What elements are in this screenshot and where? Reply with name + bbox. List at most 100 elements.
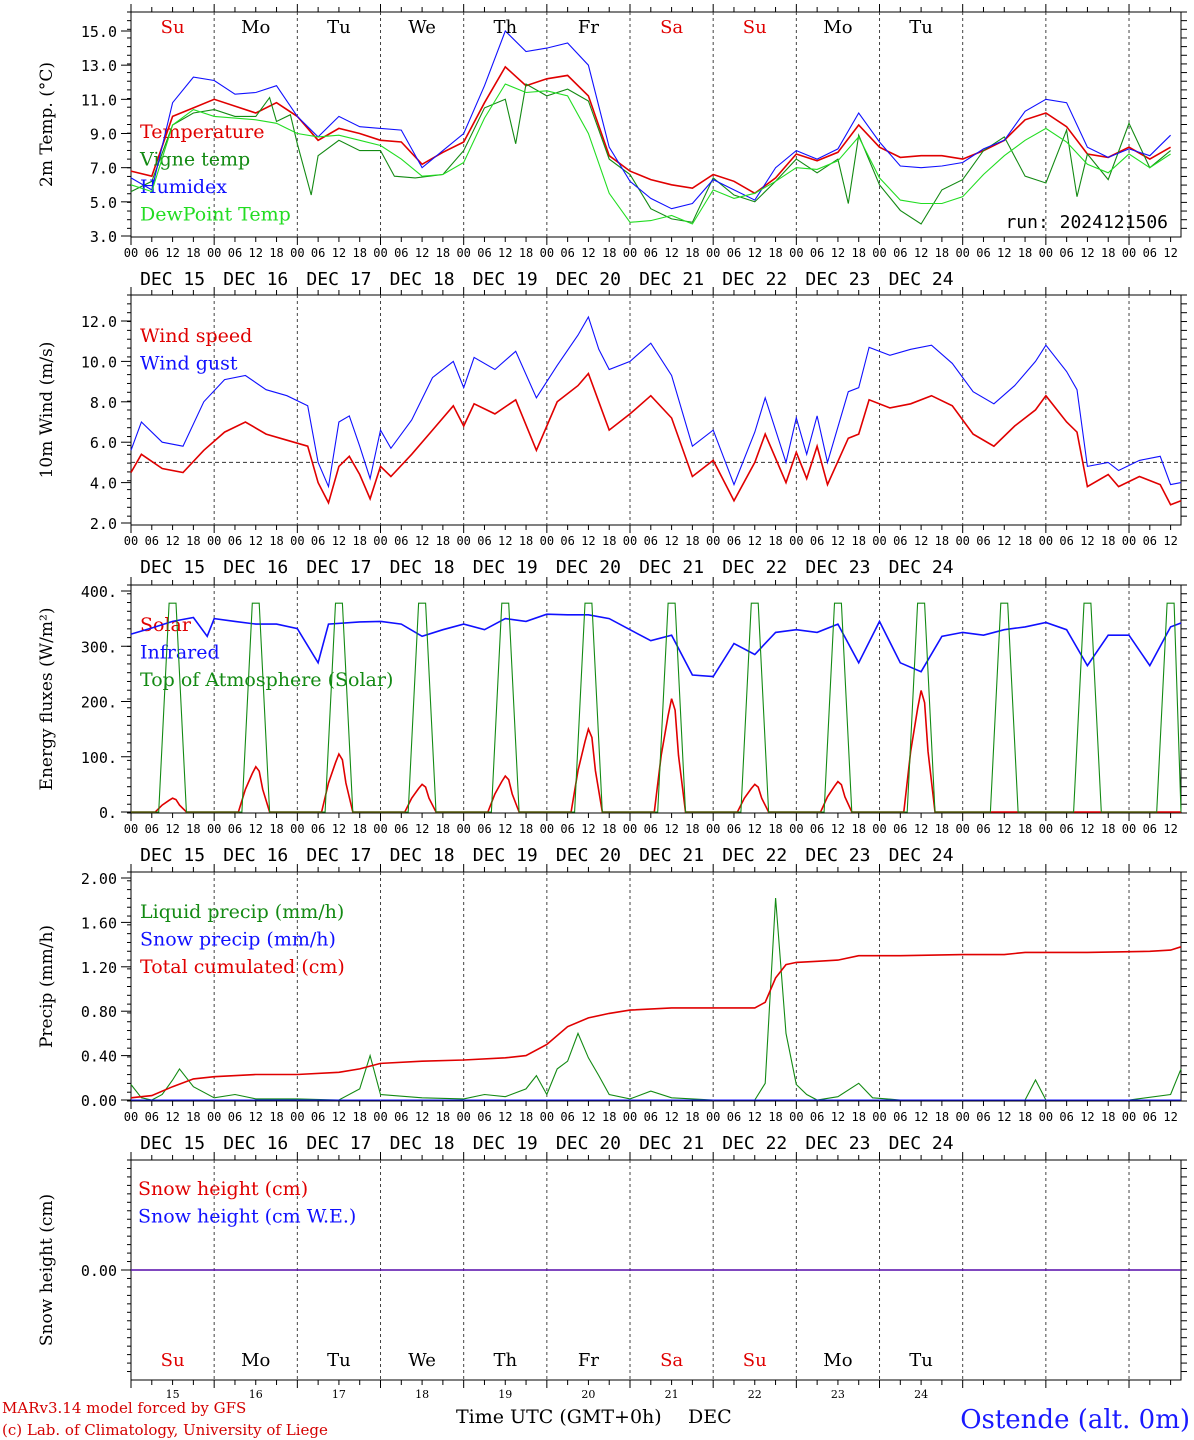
hour-tick-label: 06 bbox=[810, 1110, 824, 1124]
hour-tick-label: 12 bbox=[914, 822, 928, 836]
series-energy-0 bbox=[131, 690, 1181, 813]
hour-tick-label: 06 bbox=[477, 534, 491, 548]
hour-tick-label: 18 bbox=[269, 246, 283, 260]
hour-tick-label: 12 bbox=[415, 1110, 429, 1124]
date-label: DEC 23 bbox=[805, 269, 870, 290]
hour-tick-label: 00 bbox=[706, 246, 720, 260]
hour-tick-label: 12 bbox=[165, 534, 179, 548]
hour-tick-label: 00 bbox=[1122, 534, 1136, 548]
hour-tick-label: 12 bbox=[748, 1110, 762, 1124]
series-temperature-1 bbox=[130, 83, 1171, 225]
date-label: DEC 20 bbox=[556, 1133, 621, 1154]
hour-tick-label: 18 bbox=[768, 822, 782, 836]
hour-tick-label: 00 bbox=[290, 246, 304, 260]
day-label: Mo bbox=[241, 17, 270, 38]
hour-tick-label: 00 bbox=[124, 534, 138, 548]
series-energy-1 bbox=[130, 613, 1182, 678]
hour-tick-label: 06 bbox=[394, 246, 408, 260]
date-label: DEC 15 bbox=[140, 557, 205, 578]
date-label: DEC 15 bbox=[140, 845, 205, 866]
hour-tick-label: 00 bbox=[124, 246, 138, 260]
hour-tick-label: 00 bbox=[373, 1110, 387, 1124]
hour-tick-label: 00 bbox=[789, 534, 803, 548]
legend-entry: Wind gust bbox=[140, 353, 238, 375]
hour-tick-label: 18 bbox=[269, 1110, 283, 1124]
hour-tick-label: 18 bbox=[519, 822, 533, 836]
day-label: Th bbox=[493, 1350, 517, 1371]
day-label: Mo bbox=[823, 1350, 852, 1371]
hour-tick-label: 06 bbox=[893, 534, 907, 548]
station-name: Ostende (alt. 0m) bbox=[960, 1405, 1190, 1435]
date-label: DEC 16 bbox=[223, 269, 288, 290]
hour-tick-label: 12 bbox=[831, 1110, 845, 1124]
hour-tick-label: 18 bbox=[768, 246, 782, 260]
hour-tick-label: 00 bbox=[124, 822, 138, 836]
legend-entry: DewPoint Temp bbox=[140, 204, 291, 226]
day-label: Mo bbox=[241, 1350, 270, 1371]
y-tick-label: 11.0 bbox=[81, 91, 117, 109]
hour-tick-label: 12 bbox=[914, 1110, 928, 1124]
y-axis-label: Precip (mm/h) bbox=[37, 925, 57, 1048]
hour-tick-label: 06 bbox=[976, 534, 990, 548]
hour-tick-label: 12 bbox=[165, 1110, 179, 1124]
y-axis-label: Snow height (cm) bbox=[37, 1194, 57, 1346]
hour-tick-label: 06 bbox=[394, 534, 408, 548]
hour-tick-label: 06 bbox=[976, 246, 990, 260]
hour-tick-label: 06 bbox=[228, 1110, 242, 1124]
y-tick-label: 13.0 bbox=[81, 57, 117, 75]
hour-tick-label: 12 bbox=[332, 822, 346, 836]
hour-tick-label: 12 bbox=[332, 534, 346, 548]
hour-tick-label: 12 bbox=[1080, 246, 1094, 260]
day-number: 20 bbox=[581, 1388, 595, 1401]
hour-tick-label: 12 bbox=[332, 1110, 346, 1124]
day-number: 18 bbox=[415, 1388, 429, 1401]
hour-tick-label: 18 bbox=[352, 1110, 366, 1124]
date-label: DEC 19 bbox=[473, 845, 538, 866]
hour-tick-label: 12 bbox=[249, 822, 263, 836]
series-wind-1 bbox=[130, 315, 1182, 489]
x-axis-label: Time UTC (GMT+0h) bbox=[456, 1406, 662, 1428]
hour-tick-label: 18 bbox=[186, 1110, 200, 1124]
hour-tick-label: 00 bbox=[290, 822, 304, 836]
hour-tick-label: 18 bbox=[685, 1110, 699, 1124]
hour-tick-label: 12 bbox=[997, 1110, 1011, 1124]
hour-tick-label: 00 bbox=[1122, 246, 1136, 260]
hour-tick-label: 18 bbox=[186, 822, 200, 836]
date-label: DEC 20 bbox=[556, 845, 621, 866]
date-label: DEC 18 bbox=[390, 1133, 455, 1154]
hour-tick-label: 06 bbox=[644, 534, 658, 548]
hour-tick-label: 18 bbox=[935, 534, 949, 548]
y-tick-label: 400. bbox=[81, 583, 117, 601]
day-label: Su bbox=[161, 1350, 185, 1371]
y-axis-label: 10m Wind (m/s) bbox=[37, 342, 57, 479]
hour-tick-label: 00 bbox=[623, 822, 637, 836]
date-label: DEC 18 bbox=[390, 269, 455, 290]
hour-tick-label: 18 bbox=[1018, 246, 1032, 260]
day-number: 19 bbox=[498, 1388, 512, 1401]
hour-tick-label: 06 bbox=[145, 246, 159, 260]
day-number: 17 bbox=[332, 1388, 346, 1401]
hour-tick-label: 06 bbox=[311, 822, 325, 836]
date-label: DEC 17 bbox=[306, 269, 371, 290]
hour-tick-label: 06 bbox=[727, 822, 741, 836]
day-label: Su bbox=[743, 1350, 767, 1371]
date-label: DEC 21 bbox=[639, 269, 704, 290]
hour-tick-label: 00 bbox=[623, 246, 637, 260]
hour-tick-label: 00 bbox=[207, 822, 221, 836]
hour-tick-label: 00 bbox=[789, 1110, 803, 1124]
panel-frame bbox=[130, 294, 1182, 526]
y-tick-label: 0. bbox=[99, 804, 117, 822]
hour-tick-label: 12 bbox=[1163, 1110, 1177, 1124]
hour-tick-label: 12 bbox=[748, 822, 762, 836]
hour-tick-label: 12 bbox=[498, 822, 512, 836]
hour-tick-label: 00 bbox=[540, 534, 554, 548]
hour-tick-label: 12 bbox=[581, 246, 595, 260]
date-label: DEC 21 bbox=[639, 845, 704, 866]
y-tick-label: 5.0 bbox=[90, 194, 117, 212]
y-tick-label: 12.0 bbox=[81, 313, 117, 331]
hour-tick-label: 00 bbox=[1122, 822, 1136, 836]
date-label: DEC 20 bbox=[556, 557, 621, 578]
legend-entry: Total cumulated (cm) bbox=[140, 956, 345, 978]
hour-tick-label: 06 bbox=[644, 1110, 658, 1124]
date-label: DEC 19 bbox=[473, 1133, 538, 1154]
